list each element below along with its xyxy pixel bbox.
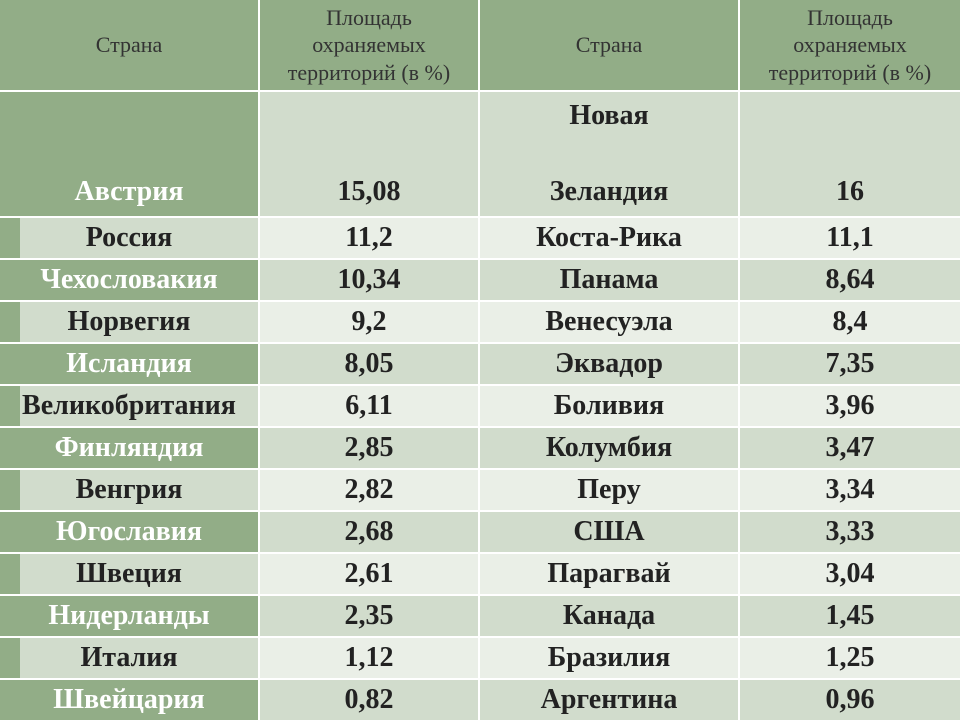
cell-country-left: Исландия: [0, 344, 260, 384]
cell-country-right: Колумбия: [480, 428, 740, 468]
cell-country-right: Новая Зеландия: [480, 92, 740, 216]
cell-value-right: 8,64: [740, 260, 960, 300]
table-row: Югославия2,68США3,33: [0, 510, 960, 552]
cell-country-left: Нидерланды: [0, 596, 260, 636]
table-row: Австрия15,08Новая Зеландия 16: [0, 90, 960, 216]
cell-value-left: 6,11: [260, 386, 480, 426]
col-header-area-right: Площадь охраняемых территорий (в %): [740, 0, 960, 90]
cell-value-left: 9,2: [260, 302, 480, 342]
row-accent-notch: [0, 554, 20, 594]
cell-country-right: Перу: [480, 470, 740, 510]
table-row: Великобритания6,11Боливия3,96: [0, 384, 960, 426]
cell-country-left: Австрия: [0, 92, 260, 216]
cell-country-left: Финляндия: [0, 428, 260, 468]
cell-value-left: 2,61: [260, 554, 480, 594]
cell-country-left: Венгрия: [0, 470, 260, 510]
cell-value-right: 7,35: [740, 344, 960, 384]
cell-value-left: 10,34: [260, 260, 480, 300]
cell-value-right: 0,96: [740, 680, 960, 720]
row-accent-notch: [0, 302, 20, 342]
col-header-country-right: Страна: [480, 0, 740, 90]
cell-value-right: 1,45: [740, 596, 960, 636]
table-row: Россия11,2Коста-Рика11,1: [0, 216, 960, 258]
cell-value-left: 2,68: [260, 512, 480, 552]
cell-value-left: 11,2: [260, 218, 480, 258]
cell-value-left: 2,35: [260, 596, 480, 636]
cell-country-right-line2: Зеландия: [488, 176, 730, 208]
table-row: Италия1,12Бразилия1,25: [0, 636, 960, 678]
cell-value-right: 16: [740, 92, 960, 216]
cell-country-right-line1: Новая: [488, 100, 730, 132]
cell-country-left: Великобритания: [0, 386, 260, 426]
cell-country-right: Венесуэла: [480, 302, 740, 342]
cell-country-left: Россия: [0, 218, 260, 258]
table-row: Норвегия9,2Венесуэла8,4: [0, 300, 960, 342]
cell-value-right: 8,4: [740, 302, 960, 342]
cell-value-left: 8,05: [260, 344, 480, 384]
cell-country-right: Коста-Рика: [480, 218, 740, 258]
row-accent-notch: [0, 218, 20, 258]
table-row: Нидерланды2,35Канада1,45: [0, 594, 960, 636]
col-header-country-left: Страна: [0, 0, 260, 90]
cell-country-right: Парагвай: [480, 554, 740, 594]
cell-value-right: 3,47: [740, 428, 960, 468]
table-body: Австрия15,08НоваяЗеландия16Россия11,2Кос…: [0, 90, 960, 720]
cell-country-right: Канада: [480, 596, 740, 636]
cell-value-left: 2,85: [260, 428, 480, 468]
cell-country-left: Швеция: [0, 554, 260, 594]
cell-country-left: Югославия: [0, 512, 260, 552]
cell-value-right: 3,33: [740, 512, 960, 552]
table-row: Чехословакия10,34Панама8,64: [0, 258, 960, 300]
cell-value-right: 1,25: [740, 638, 960, 678]
cell-country-right: Панама: [480, 260, 740, 300]
cell-value-left: 2,82: [260, 470, 480, 510]
cell-value-right: 3,34: [740, 470, 960, 510]
table-header-row: Страна Площадь охраняемых территорий (в …: [0, 0, 960, 90]
row-accent-notch: [0, 386, 20, 426]
table-row: Венгрия2,82Перу3,34: [0, 468, 960, 510]
cell-country-right: Бразилия: [480, 638, 740, 678]
table-row: Швеция2,61Парагвай3,04: [0, 552, 960, 594]
table-row: Швейцария0,82Аргентина0,96: [0, 678, 960, 720]
cell-value-left: 1,12: [260, 638, 480, 678]
table-row: Финляндия2,85Колумбия3,47: [0, 426, 960, 468]
cell-country-right: США: [480, 512, 740, 552]
protected-areas-table: Страна Площадь охраняемых территорий (в …: [0, 0, 960, 720]
cell-value-right: 3,04: [740, 554, 960, 594]
cell-value-left: 0,82: [260, 680, 480, 720]
table-row: Исландия8,05Эквадор7,35: [0, 342, 960, 384]
cell-country-left: Чехословакия: [0, 260, 260, 300]
col-header-area-left: Площадь охраняемых территорий (в %): [260, 0, 480, 90]
row-accent-notch: [0, 638, 20, 678]
cell-country-right: Боливия: [480, 386, 740, 426]
cell-value-right: 3,96: [740, 386, 960, 426]
cell-value-right: 11,1: [740, 218, 960, 258]
cell-country-left: Норвегия: [0, 302, 260, 342]
cell-country-right: Аргентина: [480, 680, 740, 720]
cell-value-left: 15,08: [260, 92, 480, 216]
cell-country-right: Эквадор: [480, 344, 740, 384]
cell-country-left: Италия: [0, 638, 260, 678]
cell-country-left: Швейцария: [0, 680, 260, 720]
row-accent-notch: [0, 470, 20, 510]
